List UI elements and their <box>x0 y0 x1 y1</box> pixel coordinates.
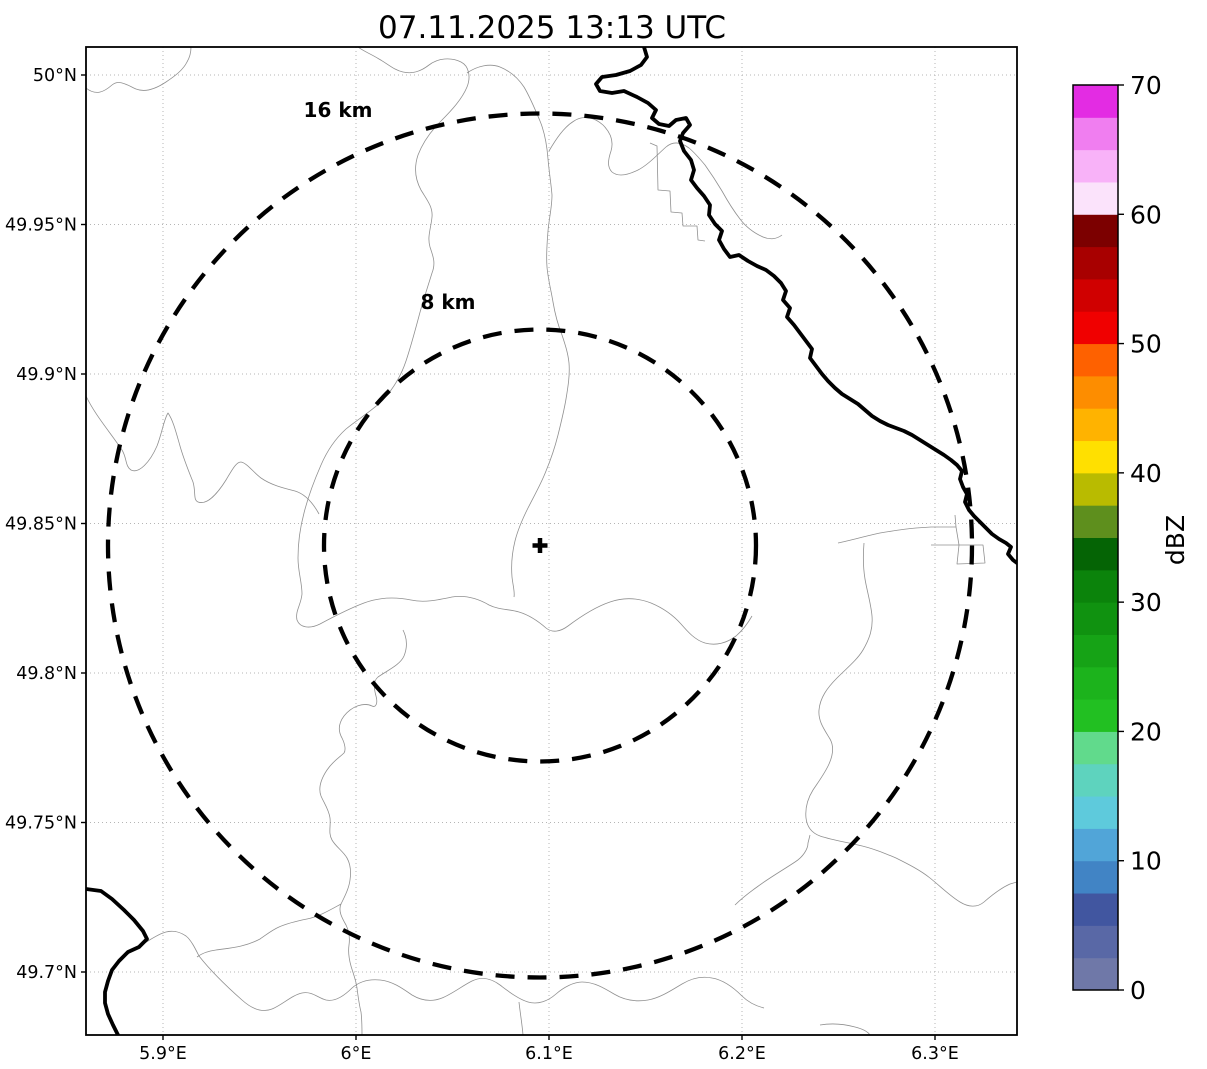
range-rings <box>105 111 975 980</box>
boundary-line <box>319 629 407 1035</box>
country-border-south-west <box>86 887 149 1035</box>
plot-title: 07.11.2025 13:13 UTC <box>378 10 726 46</box>
colorbar-segment <box>1073 246 1118 280</box>
boundary-line <box>86 47 192 93</box>
boundary-line <box>548 117 783 240</box>
boundary-line <box>196 903 342 958</box>
colorbar-segment <box>1073 957 1118 991</box>
boundary-line <box>142 930 200 957</box>
colorbar-segment <box>1073 893 1118 926</box>
y-tick-label: 49.95°N <box>5 216 77 236</box>
colorbar-segment <box>1073 181 1118 215</box>
range-ring-label-16km: 16 km <box>303 98 373 122</box>
lat-lon-gridlines: 5.9°E 6°E 6.1°E 6.2°E 6.3°E 50°N 49.95°N 49.9°N… <box>5 47 1017 1064</box>
colorbar-segment <box>1073 375 1118 409</box>
colorbar-segment <box>1073 149 1118 183</box>
boundary-line <box>734 834 811 906</box>
colorbar-segment <box>1073 828 1118 862</box>
radar-site-cross-marker <box>532 538 548 553</box>
colorbar-tick-label: 10 <box>1130 847 1162 876</box>
boundary-line <box>819 1023 871 1035</box>
colorbar-tick-label: 70 <box>1130 71 1162 100</box>
country-border-north-east <box>594 47 1017 565</box>
colorbar-tick-label: 50 <box>1130 330 1162 359</box>
colorbar-segment <box>1073 117 1118 151</box>
y-tick-label: 49.7°N <box>16 963 77 983</box>
colorbar-segment <box>1073 505 1118 538</box>
boundary-line <box>649 142 706 242</box>
boundary-line <box>819 835 1017 907</box>
plot-frame <box>85 46 1018 1036</box>
x-tick-label: 6.3°E <box>911 1044 959 1064</box>
y-tick-label: 49.75°N <box>5 814 77 834</box>
colorbar-segment <box>1073 343 1118 377</box>
x-tick-label: 6.2°E <box>718 1044 766 1064</box>
colorbar-frame <box>1072 84 1119 991</box>
colorbar-tick-label: 40 <box>1130 459 1162 488</box>
colorbar-segment <box>1073 602 1118 635</box>
x-tick-label: 5.9°E <box>139 1044 187 1064</box>
colorbar-segment <box>1073 925 1118 959</box>
colorbar-unit-label: dBZ <box>1161 515 1190 565</box>
colorbar-segment <box>1073 214 1118 248</box>
y-tick-label: 50°N <box>33 66 77 86</box>
y-tick-label: 49.85°N <box>5 515 77 535</box>
colorbar-segment <box>1073 666 1118 700</box>
colorbar-tick-label: 60 <box>1130 200 1162 229</box>
country-border-line <box>86 47 1017 1035</box>
boundary-line <box>296 47 753 645</box>
boundary-line <box>805 542 873 837</box>
range-ring-8km <box>321 327 759 764</box>
boundary-line <box>518 1001 524 1035</box>
colorbar-segment <box>1073 569 1118 603</box>
range-ring-16km <box>105 111 975 980</box>
colorbar-segment <box>1073 85 1118 118</box>
colorbar-segment <box>1073 472 1118 506</box>
y-tick-label: 49.9°N <box>16 365 77 385</box>
boundary-line <box>86 395 320 515</box>
colorbar-segment <box>1073 634 1118 668</box>
colorbar-segment <box>1073 408 1118 442</box>
boundary-line <box>466 64 570 598</box>
x-tick-label: 6°E <box>341 1044 372 1064</box>
colorbar: 0 10 20 30 40 50 60 70 dBZ <box>1072 71 1190 1005</box>
colorbar-tick-label: 30 <box>1130 588 1162 617</box>
colorbar-tick-label: 20 <box>1130 717 1162 746</box>
colorbar-segment <box>1073 731 1118 765</box>
commune-boundary-lines <box>86 47 1017 1035</box>
colorbar-segment <box>1073 699 1118 732</box>
boundary-line <box>837 514 986 565</box>
y-tick-label: 49.8°N <box>16 664 77 684</box>
colorbar-segment <box>1073 763 1118 797</box>
colorbar-segment <box>1073 440 1118 474</box>
colorbar-segment <box>1073 537 1118 571</box>
range-ring-label-8km: 8 km <box>420 290 476 314</box>
x-tick-label: 6.1°E <box>525 1044 573 1064</box>
colorbar-tick-label: 0 <box>1130 976 1146 1005</box>
colorbar-segment <box>1073 278 1118 312</box>
colorbar-segment <box>1073 311 1118 345</box>
colorbar-segment <box>1073 796 1118 829</box>
boundary-line <box>198 955 765 1011</box>
colorbar-segment <box>1073 860 1118 894</box>
